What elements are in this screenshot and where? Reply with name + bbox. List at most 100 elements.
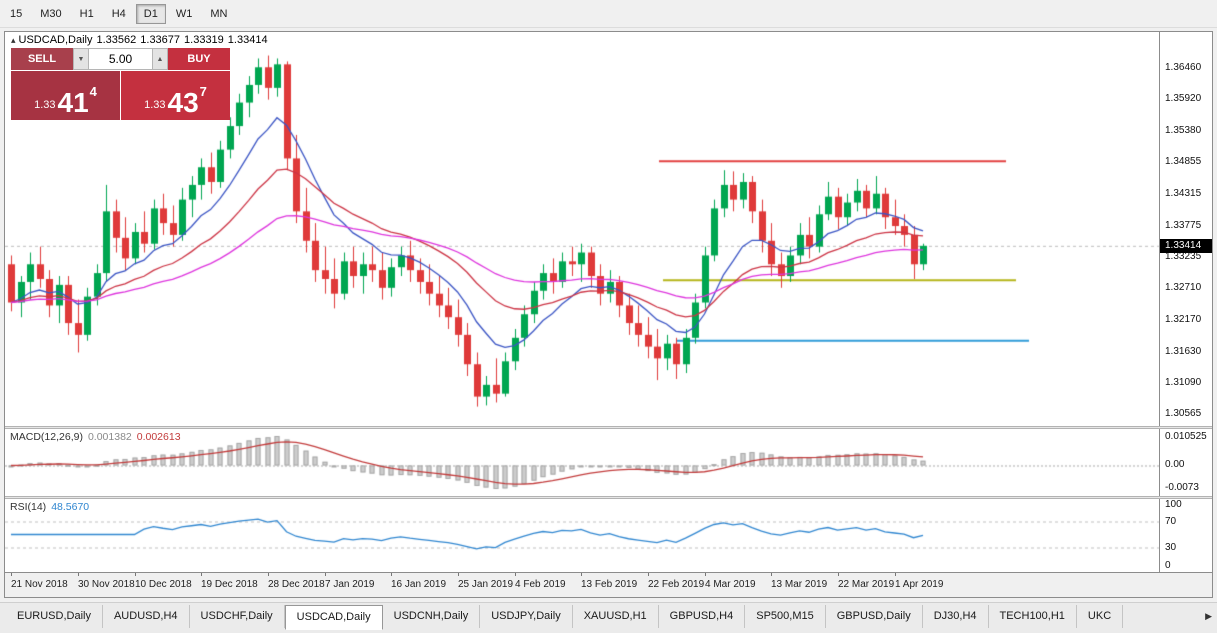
macd-value-signal: 0.002613: [136, 431, 181, 443]
macd-value-main: 0.001382: [87, 431, 132, 443]
panel-splitter-macd[interactable]: [5, 426, 1212, 429]
time-axis-tick: [895, 573, 896, 576]
date-label: 25 Jan 2019: [458, 579, 514, 590]
price-scale-label: 1.35920: [1165, 93, 1202, 105]
rsi-name: RSI(14): [10, 501, 47, 513]
one-click-trade-panel: SELL ▼ 5.00 ▲ BUY 1.33 41 4 1.33 43 7: [11, 48, 230, 120]
chart-tabs-bar: EURUSD,Daily AUDUSD,H4 USDCHF,Daily USDCAD,…: [0, 602, 1217, 633]
buy-price-prefix: 1.33: [144, 99, 166, 111]
sell-price-big: 41: [57, 87, 89, 119]
rsi-scale-label: 70: [1165, 515, 1177, 527]
time-axis-tick: [391, 573, 392, 576]
rsi-label: RSI(14) 48.5670: [10, 501, 94, 513]
timeframe-button-h4[interactable]: H4: [111, 7, 126, 20]
chart-tab-ukc[interactable]: UKC: [1077, 605, 1124, 628]
macd-name: MACD(12,26,9): [10, 431, 83, 443]
panel-splitter-rsi[interactable]: [5, 496, 1212, 499]
date-label: 21 Nov 2018: [11, 579, 68, 590]
date-label: 13 Mar 2019: [771, 579, 828, 590]
date-label: 22 Mar 2019: [838, 579, 895, 590]
chart-tab-audusd-h4[interactable]: AUDUSD,H4: [103, 605, 190, 628]
macd-canvas[interactable]: [5, 429, 1159, 496]
time-axis-tick: [515, 573, 516, 576]
tab-scroll-right-button[interactable]: ▶: [1205, 611, 1212, 621]
time-axis-tick: [11, 573, 12, 576]
chart-tab-usdchf-daily[interactable]: USDCHF,Daily: [190, 605, 285, 628]
rsi-scale-label: 0: [1165, 560, 1171, 571]
price-scale-label: 1.35380: [1165, 125, 1202, 137]
timeframe-button-w1[interactable]: W1: [175, 7, 193, 20]
ohlc-high: 1.33677: [140, 34, 181, 46]
price-scale-label: 1.31090: [1165, 377, 1202, 389]
macd-scale-label: -0.0073: [1165, 482, 1199, 493]
chart-tab-usdcad-daily[interactable]: USDCAD,Daily: [284, 605, 383, 630]
rsi-scale-label: 30: [1165, 541, 1177, 553]
rsi-value: 48.5670: [51, 501, 90, 513]
chart-tab-dj30-h4[interactable]: DJ30,H4: [923, 605, 989, 628]
date-label: 4 Mar 2019: [705, 579, 756, 590]
rsi-canvas[interactable]: [5, 499, 1159, 572]
time-axis-tick: [458, 573, 459, 576]
volume-increase-button[interactable]: ▲: [152, 48, 168, 70]
timeframe-button-15[interactable]: 15: [10, 7, 23, 20]
time-axis-tick: [135, 573, 136, 576]
price-scale-label: 1.32170: [1165, 313, 1202, 325]
time-axis-tick: [78, 573, 79, 576]
time-axis-tick: [705, 573, 706, 576]
time-axis-tick: [201, 573, 202, 576]
chart-tab-usdcnh-daily[interactable]: USDCNH,Daily: [383, 605, 481, 628]
price-scale[interactable]: 1.36460 1.35920 1.35380 1.34855 1.34315 1.337…: [1159, 32, 1212, 426]
time-axis[interactable]: 21 Nov 2018 30 Nov 2018 10 Dec 2018 19 Dec …: [5, 572, 1212, 597]
price-scale-label: 1.33775: [1165, 219, 1202, 231]
time-axis-tick: [648, 573, 649, 576]
time-axis-tick: [581, 573, 582, 576]
timeframe-toolbar: 15 M30 H1 H4 D1 W1 MN: [0, 0, 1217, 28]
macd-label: MACD(12,26,9) 0.001382 0.002613: [10, 431, 186, 443]
time-axis-tick: [838, 573, 839, 576]
chart-tab-sp500-m15[interactable]: SP500,M15: [745, 605, 826, 628]
chart-symbol-label: USDCAD,Daily: [18, 34, 93, 46]
date-label: 13 Feb 2019: [581, 579, 638, 590]
date-label: 10 Dec 2018: [135, 579, 192, 590]
macd-scale-label: 0.010525: [1165, 431, 1207, 442]
date-label: 22 Feb 2019: [648, 579, 705, 590]
chart-marker-icon: ▴: [11, 35, 16, 45]
rsi-scale-label: 100: [1165, 499, 1182, 510]
rsi-scale[interactable]: 100 70 30 0: [1159, 499, 1212, 572]
price-scale-label: 1.36460: [1165, 61, 1202, 73]
date-label: 7 Jan 2019: [325, 579, 375, 590]
buy-button[interactable]: BUY: [168, 48, 230, 70]
chart-tab-usdjpy-daily[interactable]: USDJPY,Daily: [480, 605, 573, 628]
timeframe-button-m30[interactable]: M30: [40, 7, 62, 20]
current-price-box: 1.33414: [1160, 238, 1212, 253]
buy-price-panel[interactable]: 1.33 43 7: [121, 71, 230, 120]
price-scale-label: 1.32710: [1165, 282, 1202, 294]
date-label: 16 Jan 2019: [391, 579, 447, 590]
sell-button[interactable]: SELL: [11, 48, 73, 70]
price-scale-label: 1.34855: [1165, 156, 1202, 168]
volume-input[interactable]: 5.00: [89, 48, 152, 70]
ohlc-low: 1.33319: [184, 34, 224, 46]
timeframe-button-h1[interactable]: H1: [79, 7, 94, 20]
price-scale-label: 1.34315: [1165, 187, 1202, 199]
chart-tab-gbpusd-h4[interactable]: GBPUSD,H4: [659, 605, 746, 628]
sell-price-prefix: 1.33: [34, 99, 56, 111]
sell-price-panel[interactable]: 1.33 41 4: [11, 71, 120, 120]
date-label: 28 Dec 2018: [268, 579, 325, 590]
chart-tab-eurusd-daily[interactable]: EURUSD,Daily: [6, 605, 103, 628]
buy-price-pip: 7: [199, 84, 207, 99]
date-label: 1 Apr 2019: [895, 579, 944, 590]
chart-tab-tech100-h1[interactable]: TECH100,H1: [989, 605, 1077, 628]
macd-scale[interactable]: 0.010525 0.00 -0.0073: [1159, 429, 1212, 496]
ohlc-close: 1.33414: [227, 34, 268, 46]
timeframe-button-d1[interactable]: D1: [135, 3, 166, 24]
chart-window: ▴ USDCAD,Daily 1.33562 1.33677 1.33319 1.3341…: [4, 31, 1213, 598]
date-label: 30 Nov 2018: [78, 579, 135, 590]
date-label: 19 Dec 2018: [201, 579, 258, 590]
chart-tab-xauusd-h1[interactable]: XAUUSD,H1: [573, 605, 659, 628]
chart-tab-gbpusd-daily[interactable]: GBPUSD,Daily: [826, 605, 923, 628]
timeframe-button-mn[interactable]: MN: [210, 7, 228, 20]
volume-decrease-button[interactable]: ▼: [73, 48, 89, 70]
time-axis-tick: [268, 573, 269, 576]
sell-price-pip: 4: [89, 84, 97, 99]
